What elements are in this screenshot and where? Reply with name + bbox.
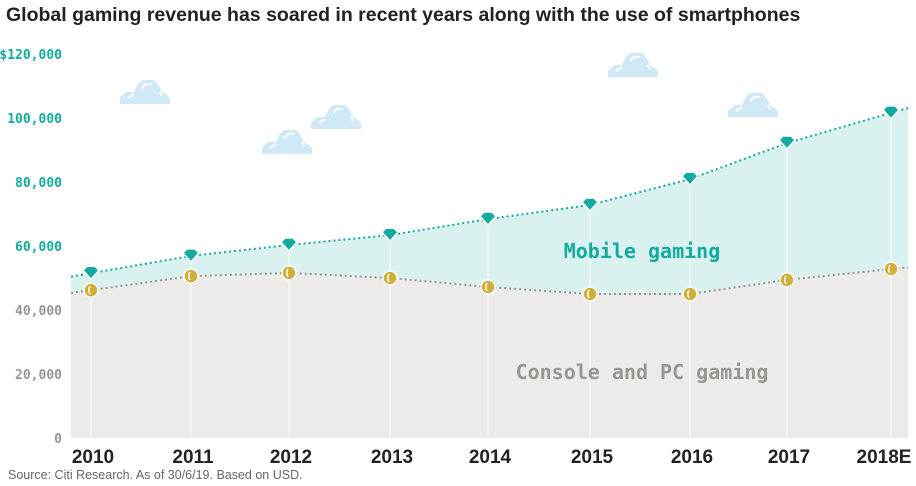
y-tick-label: 80,000 <box>15 176 62 191</box>
coin-marker <box>582 286 598 302</box>
y-tick-label: 60,000 <box>15 240 62 255</box>
gem-marker <box>181 248 201 264</box>
y-tick-label: 40,000 <box>15 304 62 319</box>
cloud-highlight <box>615 56 651 72</box>
coin-marker <box>183 268 199 284</box>
cloud-icon <box>120 80 170 104</box>
cloud-highlight <box>269 133 305 149</box>
gem-marker <box>881 105 901 121</box>
gem-marker <box>81 265 101 281</box>
gem-marker <box>279 237 299 253</box>
y-tick-label: 20,000 <box>15 368 62 383</box>
coin-marker <box>382 270 398 286</box>
cloud-icon <box>262 130 312 154</box>
x-tick-label: 2015 <box>571 447 614 468</box>
x-tick-label: 2012 <box>270 447 312 468</box>
series-label-console: Console and PC gaming <box>516 360 769 384</box>
x-tick-label: 2011 <box>172 447 214 468</box>
cloud-shape <box>728 93 778 117</box>
coin-shine <box>286 268 289 278</box>
coin-shine <box>485 282 488 292</box>
x-tick-label: 2016 <box>671 447 713 468</box>
gem-marker <box>777 135 797 151</box>
cloud-shape <box>262 130 312 154</box>
y-tick-label: 0 <box>54 432 62 447</box>
coin-marker <box>281 265 297 281</box>
y-tick-label: 100,000 <box>7 112 62 127</box>
coin-marker <box>480 279 496 295</box>
x-tick-label: 2013 <box>371 447 413 468</box>
x-tick-label: 2014 <box>469 447 512 468</box>
coin-shine <box>387 273 390 283</box>
console-area <box>71 267 908 438</box>
coin-marker <box>779 272 795 288</box>
mobile-area <box>71 108 908 294</box>
cloud-icon <box>608 53 658 77</box>
gem-marker <box>580 197 600 213</box>
y-tick-label: $120,000 <box>0 48 62 63</box>
gem-marker <box>380 227 400 243</box>
coin-marker <box>682 286 698 302</box>
source-note: Source: Citi Research. As of 30/6/19. Ba… <box>8 468 303 482</box>
coin-shine <box>88 285 91 295</box>
x-tick-label: 2018E <box>857 447 912 468</box>
coin-shine <box>687 289 690 299</box>
x-tick-label: 2010 <box>72 447 114 468</box>
coin-shine <box>188 271 191 281</box>
cloud-shape <box>311 105 361 129</box>
cloud-highlight <box>127 83 163 99</box>
cloud-icon <box>311 105 361 129</box>
cloud-highlight <box>318 108 354 124</box>
gem-marker <box>478 211 498 227</box>
coin-shine <box>587 289 590 299</box>
coin-shine <box>784 275 787 285</box>
x-tick-label: 2017 <box>768 447 810 468</box>
series-label-mobile: Mobile gaming <box>564 239 721 263</box>
coin-shine <box>888 264 891 274</box>
coin-marker <box>83 282 99 298</box>
gem-marker <box>680 171 700 187</box>
chart-title: Global gaming revenue has soared in rece… <box>6 4 801 26</box>
cloud-shape <box>608 53 658 77</box>
cloud-icon <box>728 93 778 117</box>
coin-marker <box>883 261 899 277</box>
cloud-highlight <box>735 96 771 112</box>
cloud-shape <box>120 80 170 104</box>
